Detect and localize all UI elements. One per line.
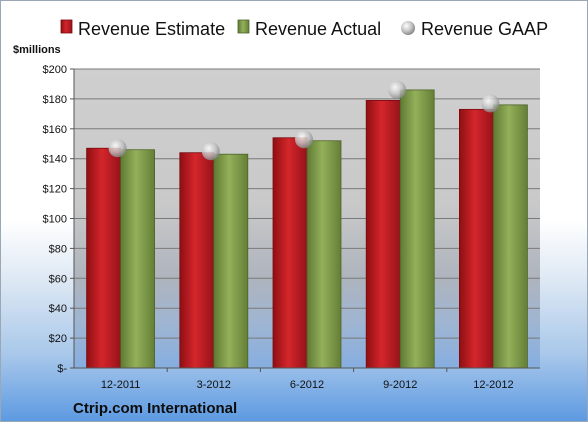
y-tick-label: $100 <box>43 214 67 226</box>
bar-revenue-actual <box>492 104 528 369</box>
bar-revenue-actual <box>306 140 342 369</box>
x-tick-label: 6-2012 <box>290 379 324 391</box>
marker-revenue-gaap <box>481 94 500 113</box>
bar-revenue-estimate <box>365 99 401 369</box>
x-tick-label: 12-2012 <box>473 379 513 391</box>
x-tick-label: 9-2012 <box>383 379 417 391</box>
y-tick-label: $- <box>57 363 67 375</box>
y-tick-label: $180 <box>43 94 67 106</box>
axes: $- $20 $40 $60 $80 $100 $120 $140 $160 $180 $200 12… <box>43 64 540 391</box>
legend-label-estimate: Revenue Estimate <box>78 19 225 39</box>
gaap-markers <box>108 80 500 161</box>
bar-revenue-actual <box>213 153 249 369</box>
bars <box>86 89 528 369</box>
legend-label-gaap: Revenue GAAP <box>421 19 548 39</box>
legend-item-actual: Revenue Actual <box>237 19 381 39</box>
legend-item-gaap: Revenue GAAP <box>401 19 548 39</box>
marker-revenue-gaap <box>295 130 313 149</box>
bar-revenue-estimate <box>179 152 215 369</box>
bar-revenue-actual <box>120 149 155 369</box>
bar-revenue-actual <box>399 89 435 369</box>
x-tick-label: 12-2011 <box>101 379 141 391</box>
marker-revenue-gaap <box>108 139 127 158</box>
y-tick-label: $80 <box>49 243 67 255</box>
y-tick-label: $20 <box>49 333 67 345</box>
bar-revenue-estimate <box>272 137 308 369</box>
legend-swatch-estimate <box>60 19 73 34</box>
legend-item-estimate: Revenue Estimate <box>60 19 225 39</box>
company-name: Ctrip.com International <box>73 400 237 417</box>
unit-label: $millions <box>13 44 61 56</box>
y-tick-label: $160 <box>43 124 67 136</box>
y-tick-label: $120 <box>43 184 67 196</box>
marker-revenue-gaap <box>388 80 407 99</box>
x-tick-label: 3-2012 <box>197 379 231 391</box>
marker-revenue-gaap <box>201 142 220 161</box>
y-tick-label: $140 <box>43 154 67 166</box>
y-tick-label: $60 <box>49 273 67 285</box>
y-tick-label: $200 <box>43 64 67 76</box>
y-tick-label: $40 <box>49 303 67 315</box>
legend-swatch-actual <box>237 19 250 34</box>
bar-revenue-estimate <box>86 147 121 369</box>
legend: Revenue Estimate Revenue Actual Revenue … <box>60 19 548 39</box>
legend-marker-gaap <box>401 21 415 35</box>
bar-revenue-estimate <box>458 108 494 369</box>
legend-label-actual: Revenue Actual <box>255 19 381 39</box>
